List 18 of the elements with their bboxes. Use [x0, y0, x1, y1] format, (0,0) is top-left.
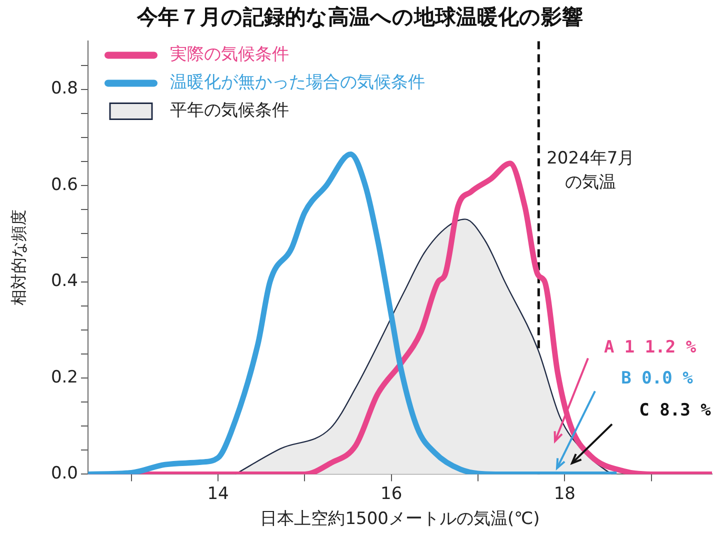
chart-title: 今年７月の記録的な高温への地球温暖化の影響 [136, 5, 583, 30]
y-tick-label: 0.2 [50, 367, 78, 388]
y-tick-label: 0.6 [50, 174, 78, 195]
legend-label: 温暖化が無かった場合の気候条件 [170, 72, 425, 93]
x-tick-label: 16 [380, 484, 402, 504]
y-tick-label: 0.0 [50, 464, 78, 484]
annotation: A 1 1.2 % [604, 338, 697, 358]
y-tick-label: 0.8 [50, 78, 78, 99]
ref-line-label: 2024年7月の気温 [546, 148, 635, 193]
legend-label: 実際の気候条件 [170, 44, 289, 65]
y-axis-title: 相対的な頻度 [8, 210, 28, 306]
annotation: B 0.0 % [621, 368, 694, 389]
annotation: C 8.3 % [639, 400, 712, 421]
x-axis-title: 日本上空約1500メートルの気温(℃) [260, 509, 540, 530]
x-tick-label: 18 [554, 484, 576, 504]
y-tick-label: 0.4 [50, 271, 78, 292]
x-tick-label: 14 [207, 484, 229, 504]
legend-label: 平年の気候条件 [170, 100, 289, 121]
